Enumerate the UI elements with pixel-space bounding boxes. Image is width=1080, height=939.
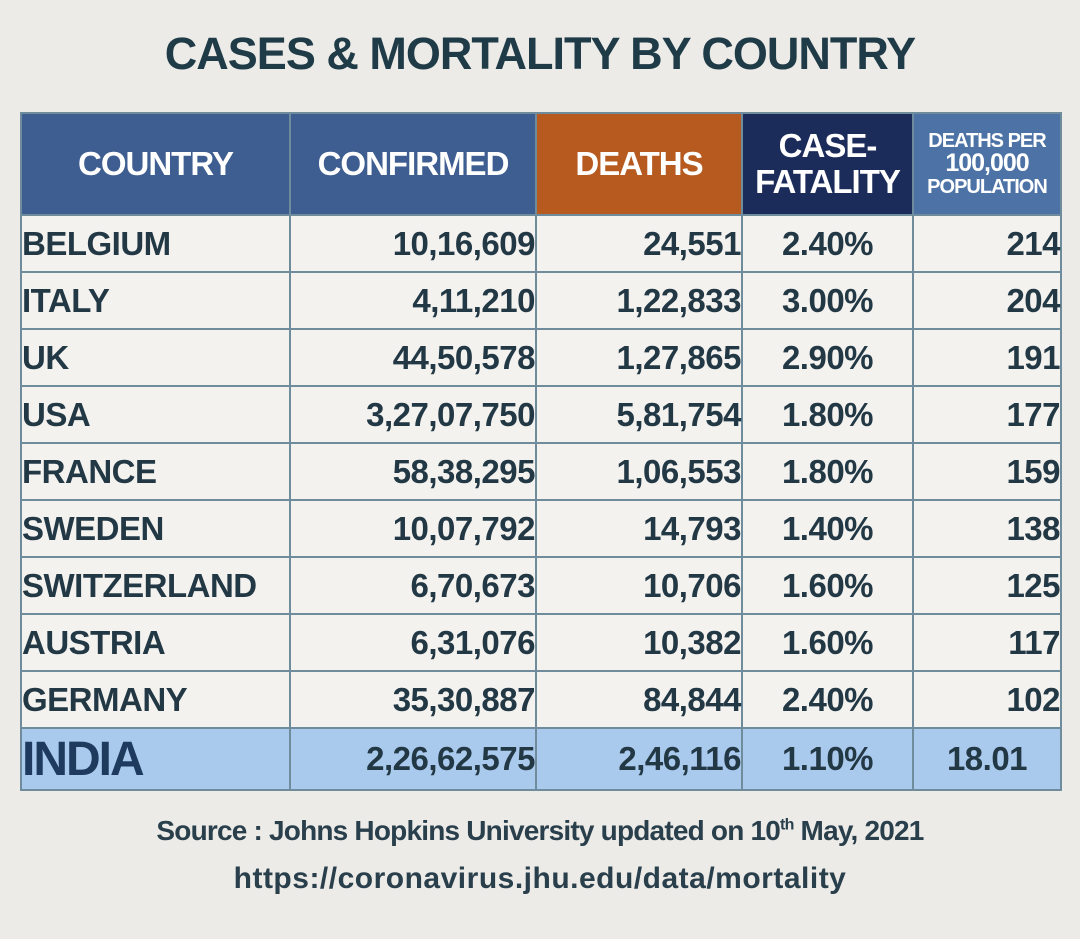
cell-confirmed: 6,31,076	[289, 613, 537, 672]
column-header-deaths-per-100k: DEATHS PER 100,000 POPULATION	[912, 112, 1062, 216]
cell-deaths: 24,551	[535, 214, 743, 273]
cell-country: GERMANY	[20, 670, 291, 729]
cell-case-fatality: 1.10%	[741, 727, 914, 791]
cell-deaths: 1,22,833	[535, 271, 743, 330]
cell-country: USA	[20, 385, 291, 444]
column-header-confirmed: CONFIRMED	[289, 112, 537, 216]
cell-confirmed: 3,27,07,750	[289, 385, 537, 444]
deaths-per-line3: POPULATION	[927, 176, 1048, 198]
cell-deaths: 5,81,754	[535, 385, 743, 444]
cell-case-fatality: 1.60%	[741, 613, 914, 672]
table-row: SWITZERLAND 6,70,673 10,706 1.60% 125	[20, 556, 1062, 615]
cell-deaths: 10,706	[535, 556, 743, 615]
cell-deaths-per-100k: 177	[912, 385, 1062, 444]
table-row: BELGIUM 10,16,609 24,551 2.40% 214	[20, 214, 1062, 273]
column-header-country: COUNTRY	[20, 112, 291, 216]
case-fatality-line1: CASE-	[778, 127, 878, 164]
cell-confirmed: 10,07,792	[289, 499, 537, 558]
source-superscript: th	[780, 816, 794, 834]
cell-deaths: 84,844	[535, 670, 743, 729]
cell-country: UK	[20, 328, 291, 387]
cell-deaths-per-100k: 102	[912, 670, 1062, 729]
page-title: CASES & MORTALITY BY COUNTRY	[164, 28, 916, 79]
cell-deaths: 1,06,553	[535, 442, 743, 501]
cell-confirmed: 6,70,673	[289, 556, 537, 615]
cell-confirmed: 10,16,609	[289, 214, 537, 273]
source-note: Source : Johns Hopkins University update…	[0, 815, 1080, 847]
cell-deaths-per-100k: 204	[912, 271, 1062, 330]
cell-case-fatality: 2.40%	[741, 214, 914, 273]
source-url: https://coronavirus.jhu.edu/data/mortali…	[233, 862, 847, 895]
source-text: Source : Johns Hopkins University update…	[156, 815, 781, 846]
cell-confirmed: 2,26,62,575	[289, 727, 537, 791]
cell-confirmed: 44,50,578	[289, 328, 537, 387]
header-row: COUNTRY CONFIRMED DEATHS CASE- FATALITY …	[20, 112, 1062, 216]
column-header-deaths: DEATHS	[535, 112, 743, 216]
cell-deaths: 1,27,865	[535, 328, 743, 387]
table-row: USA 3,27,07,750 5,81,754 1.80% 177	[20, 385, 1062, 444]
cell-case-fatality: 1.60%	[741, 556, 914, 615]
cell-case-fatality: 2.40%	[741, 670, 914, 729]
cell-confirmed: 35,30,887	[289, 670, 537, 729]
cell-deaths-per-100k: 125	[912, 556, 1062, 615]
cell-country: SWEDEN	[20, 499, 291, 558]
table-row: FRANCE 58,38,295 1,06,553 1.80% 159	[20, 442, 1062, 501]
cell-case-fatality: 2.90%	[741, 328, 914, 387]
cell-case-fatality: 1.80%	[741, 442, 914, 501]
cell-deaths-per-100k: 138	[912, 499, 1062, 558]
highlight-row-india: INDIA 2,26,62,575 2,46,116 1.10% 18.01	[20, 727, 1062, 791]
cell-deaths: 2,46,116	[535, 727, 743, 791]
cell-country: FRANCE	[20, 442, 291, 501]
cell-deaths-per-100k: 214	[912, 214, 1062, 273]
deaths-per-line1: DEATHS PER	[928, 130, 1046, 152]
table-row: AUSTRIA 6,31,076 10,382 1.60% 117	[20, 613, 1062, 672]
cell-confirmed: 58,38,295	[289, 442, 537, 501]
cell-country: ITALY	[20, 271, 291, 330]
cell-deaths: 14,793	[535, 499, 743, 558]
table-row: GERMANY 35,30,887 84,844 2.40% 102	[20, 670, 1062, 729]
case-fatality-line2: FATALITY	[755, 163, 901, 200]
cell-deaths-per-100k: 191	[912, 328, 1062, 387]
cell-case-fatality: 1.40%	[741, 499, 914, 558]
table-row: SWEDEN 10,07,792 14,793 1.40% 138	[20, 499, 1062, 558]
cell-deaths: 10,382	[535, 613, 743, 672]
cell-deaths-per-100k: 117	[912, 613, 1062, 672]
cell-case-fatality: 1.80%	[741, 385, 914, 444]
cell-country: INDIA	[20, 727, 291, 791]
cell-deaths-per-100k: 159	[912, 442, 1062, 501]
column-header-case-fatality: CASE- FATALITY	[741, 112, 914, 216]
table-row: ITALY 4,11,210 1,22,833 3.00% 204	[20, 271, 1062, 330]
cell-country: SWITZERLAND	[20, 556, 291, 615]
cell-case-fatality: 3.00%	[741, 271, 914, 330]
cell-confirmed: 4,11,210	[289, 271, 537, 330]
mortality-table: COUNTRY CONFIRMED DEATHS CASE- FATALITY …	[20, 112, 1062, 791]
cell-country: BELGIUM	[20, 214, 291, 273]
table-row: UK 44,50,578 1,27,865 2.90% 191	[20, 328, 1062, 387]
source-date: May, 2021	[793, 815, 925, 846]
deaths-per-line2: 100,000	[945, 149, 1029, 177]
cell-deaths-per-100k: 18.01	[912, 727, 1062, 791]
cell-country: AUSTRIA	[20, 613, 291, 672]
